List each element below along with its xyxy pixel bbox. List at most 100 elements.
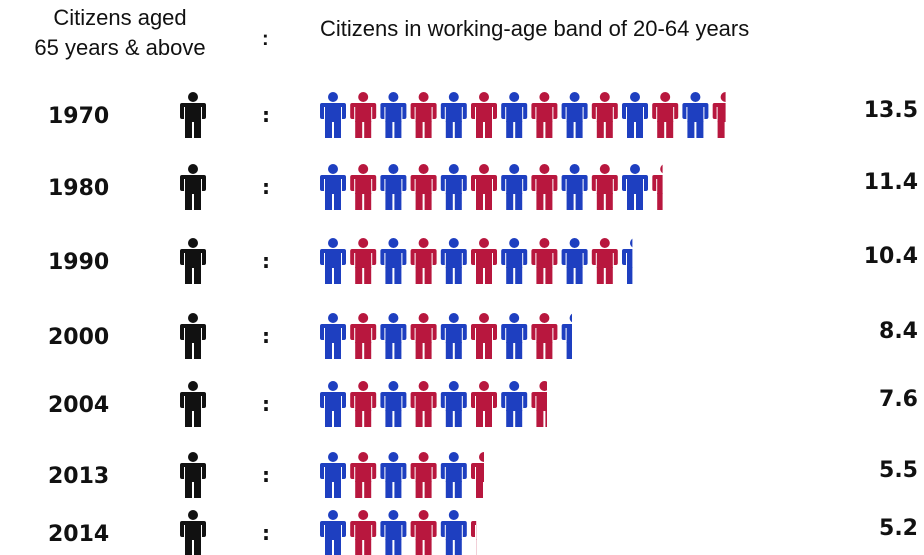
header-colon: : [262,28,269,50]
worker-person-icon [410,313,437,359]
worker-person-icon [440,92,467,138]
value-label: 5.2 [879,516,918,541]
worker-person-icon [320,164,346,210]
value-label: 11.4 [864,170,918,195]
worker-person-icon [320,92,346,138]
worker-person-icon [471,381,497,427]
worker-person-icon [471,92,497,138]
worker-person-icon [531,164,558,210]
worker-person-icon [410,164,437,210]
worker-person-icon [501,164,528,210]
worker-person-icon [380,238,407,284]
value-label: 8.4 [879,319,918,344]
worker-person-icon [561,164,588,210]
elderly-person-icon [180,381,206,427]
worker-person-icon [591,92,618,138]
worker-person-icon [380,164,407,210]
chart-row-1970: 1970: 13.5 [48,92,918,138]
elderly-header-line1: Citizens aged [53,5,187,30]
worker-person-icon [440,381,467,427]
worker-person-icon [471,452,484,498]
elderly-person-icon [180,92,206,138]
year-label: 2013 [48,464,109,489]
worker-person-icon [350,510,377,555]
worker-person-icon [410,510,437,555]
elderly-column-header: Citizens aged 65 years & above [4,3,236,63]
worker-person-icon [622,92,648,138]
year-label: 1980 [48,176,109,201]
elderly-person-icon [180,452,206,498]
worker-person-icon [652,164,663,210]
worker-person-icon [531,313,558,359]
worker-person-icon [440,164,467,210]
worker-person-icon [501,381,528,427]
worker-person-icon [410,238,437,284]
worker-person-icon [350,92,377,138]
chart-row-2013: 2013: 5.5 [48,452,918,498]
worker-person-icon [440,452,467,498]
year-label: 2004 [48,393,109,418]
row-separator: : [262,175,270,199]
chart-row-1990: 1990: 10.4 [48,238,918,284]
worker-person-icon [561,92,588,138]
worker-person-icon [591,238,618,284]
elderly-person-icon [180,238,206,284]
worker-person-icon [440,510,467,555]
worker-person-icon [380,381,407,427]
row-separator: : [262,521,270,545]
worker-person-icon [320,313,346,359]
worker-person-icon [591,164,618,210]
worker-person-icon [320,452,346,498]
chart-row-2004: 2004: 7.6 [48,381,918,427]
row-separator: : [262,249,270,273]
worker-person-icon [320,238,346,284]
value-label: 10.4 [864,244,918,269]
worker-person-icon [471,164,497,210]
worker-person-icon [410,381,437,427]
worker-person-icon [410,92,437,138]
worker-person-icon [531,238,558,284]
worker-person-icon [350,164,377,210]
year-label: 1990 [48,250,109,275]
chart-row-2000: 2000: 8.4 [48,313,918,359]
elderly-person-icon [180,510,206,555]
worker-person-icon [350,238,377,284]
elderly-person-icon [180,313,206,359]
worker-person-icon [652,92,679,138]
worker-person-icon [501,313,528,359]
row-separator: : [262,392,270,416]
worker-person-icon [320,381,346,427]
elderly-person-icon [180,164,206,210]
worker-person-icon [712,92,726,138]
worker-person-icon [622,238,633,284]
worker-person-icon [471,238,497,284]
chart-row-2014: 2014: 5.2 [48,510,918,555]
row-separator: : [262,324,270,348]
value-label: 7.6 [879,387,918,412]
worker-person-icon [380,510,407,555]
worker-person-icon [440,238,467,284]
year-label: 2000 [48,325,109,350]
elderly-header-line2: 65 years & above [34,35,206,60]
worker-person-icon [410,452,437,498]
worker-person-icon [350,381,377,427]
worker-person-icon [380,92,407,138]
value-label: 5.5 [879,458,918,483]
worker-person-icon [501,238,528,284]
year-label: 2014 [48,522,109,547]
worker-person-icon [440,313,467,359]
working-age-column-header: Citizens in working-age band of 20-64 ye… [320,16,750,41]
worker-person-icon [471,313,497,359]
worker-person-icon [501,92,528,138]
row-separator: : [262,103,270,127]
worker-person-icon [320,510,346,555]
worker-person-icon [622,164,648,210]
worker-person-icon [471,521,477,555]
row-separator: : [262,463,270,487]
worker-person-icon [350,452,377,498]
worker-person-icon [380,452,407,498]
chart-row-1980: 1980: 11.4 [48,164,918,210]
worker-person-icon [531,381,548,427]
value-label: 13.5 [864,98,918,123]
